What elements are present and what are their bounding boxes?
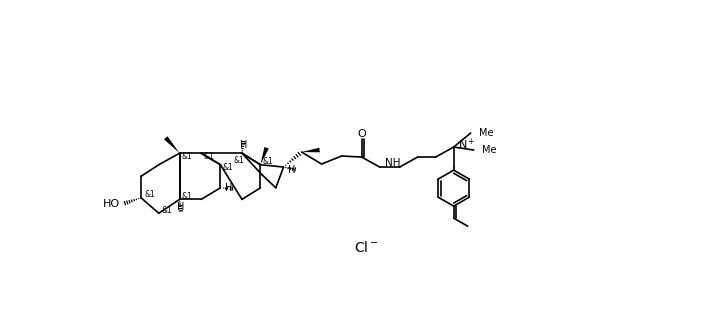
Polygon shape (164, 136, 180, 153)
Text: NH: NH (385, 158, 401, 168)
Text: &1: &1 (182, 192, 193, 201)
Text: HO: HO (104, 199, 121, 209)
Text: H: H (240, 140, 247, 150)
Text: &1: &1 (182, 152, 193, 161)
Text: &1: &1 (263, 157, 273, 166)
Text: O: O (357, 129, 366, 138)
Text: Me: Me (479, 128, 493, 138)
Text: H: H (178, 202, 185, 212)
Text: &1: &1 (203, 152, 214, 161)
Polygon shape (301, 148, 320, 152)
Text: &1: &1 (145, 190, 156, 199)
Polygon shape (261, 147, 268, 165)
Text: &1: &1 (223, 163, 233, 172)
Text: H: H (288, 165, 296, 175)
Text: &1: &1 (161, 206, 172, 215)
Text: H: H (225, 183, 233, 193)
Text: N$^+$: N$^+$ (458, 137, 475, 152)
Text: Cl$^-$: Cl$^-$ (353, 240, 378, 255)
Text: &1: &1 (233, 156, 244, 165)
Text: Me: Me (482, 145, 497, 155)
